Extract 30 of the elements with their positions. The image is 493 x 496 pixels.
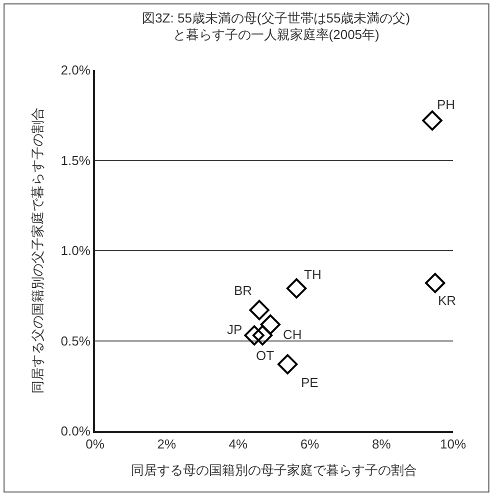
x-tick-label: 6% [300,436,320,452]
point [252,325,273,346]
point [286,278,307,299]
point [278,354,298,374]
y-tick-label: 2.0% [60,62,91,78]
x-tick-label: 10% [440,436,466,452]
x-axis-title: 同居する母の国籍別の母子家庭で暮らす子の割合 [131,462,417,478]
x-tick-label: 8% [372,436,392,452]
point [422,110,442,131]
y-tick-label: 0.5% [60,333,91,348]
point [244,325,264,346]
point [425,272,446,294]
annotation: CH [283,327,302,342]
x-tick-label: 2% [157,436,176,452]
chart-title: 図3Z: 55歳未満の母(父子世帯は55歳未満の父) と暮らす子の一人親家庭率(2005年) [142,10,410,42]
point [260,314,281,335]
point [249,300,270,320]
x-tick-label: 4% [228,436,248,452]
x-tick-label: 0% [86,436,105,452]
y-tick-label: 1.0% [60,243,91,258]
y-axis-title: 同居する父の国籍別の父子家庭で暮らす子の割合 [30,108,46,394]
y-tick-label: 1.5% [60,152,91,168]
annotation: KR [438,293,456,308]
annotation: BR [234,283,252,298]
y-tick-label: 0.0% [60,424,91,439]
annotation: TH [304,267,322,282]
annotation: JP [227,322,242,337]
annotation: OT [256,348,274,363]
annotation: PH [437,97,456,112]
annotation: PE [301,375,319,390]
